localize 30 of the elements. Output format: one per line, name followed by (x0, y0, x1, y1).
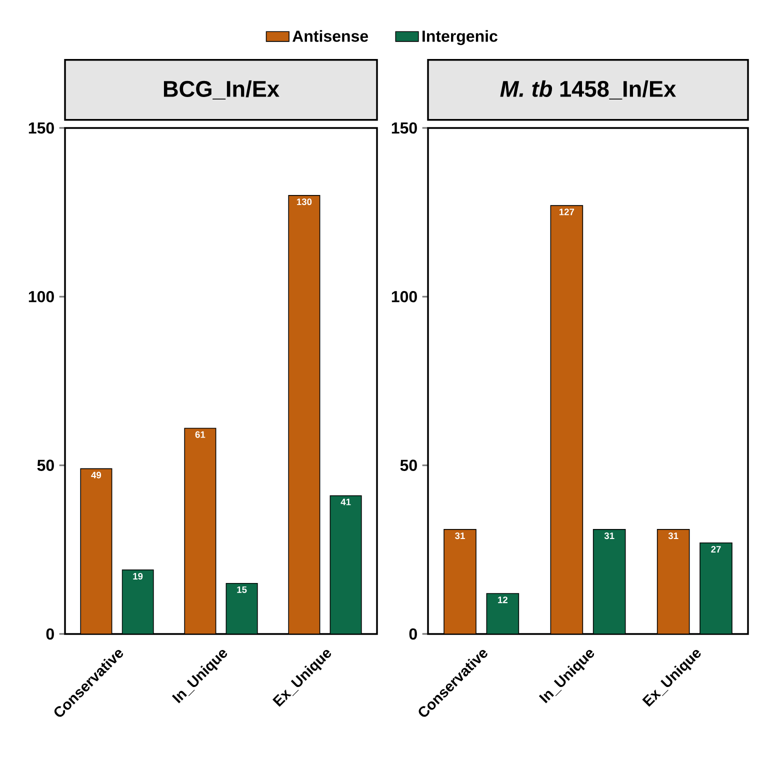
legend-label: Intergenic (422, 30, 498, 46)
bar (184, 428, 216, 634)
y-tick-label: 150 (28, 122, 54, 134)
data-label: 31 (668, 532, 678, 540)
chart-title: M. tb 1458_In/Ex (500, 80, 676, 100)
data-label: 12 (498, 596, 508, 604)
y-tick-label: 0 (46, 628, 54, 640)
data-label: 27 (711, 546, 721, 552)
y-tick-label: 150 (392, 122, 417, 134)
bar (592, 529, 626, 634)
data-label: 15 (237, 586, 247, 593)
data-label: 49 (91, 472, 102, 478)
y-tick-label: 50 (400, 460, 417, 471)
y-tick-label: 50 (37, 460, 54, 471)
bar (700, 542, 732, 634)
y-tick-label: 0 (409, 628, 417, 640)
data-label: 19 (133, 572, 143, 580)
y-tick-label: 100 (392, 290, 417, 302)
bar (288, 195, 320, 634)
data-label: 41 (340, 498, 351, 506)
data-label: 31 (604, 532, 614, 540)
bar (80, 468, 112, 634)
data-label: 130 (297, 198, 312, 206)
legend-label: Antisense (292, 30, 368, 42)
data-label: 61 (195, 431, 206, 438)
data-label: 127 (559, 208, 574, 216)
bar (486, 593, 520, 634)
y-tick-label: 100 (28, 290, 54, 302)
data-label: 31 (455, 532, 465, 540)
chart-title: BCG_In/Ex (164, 80, 280, 100)
